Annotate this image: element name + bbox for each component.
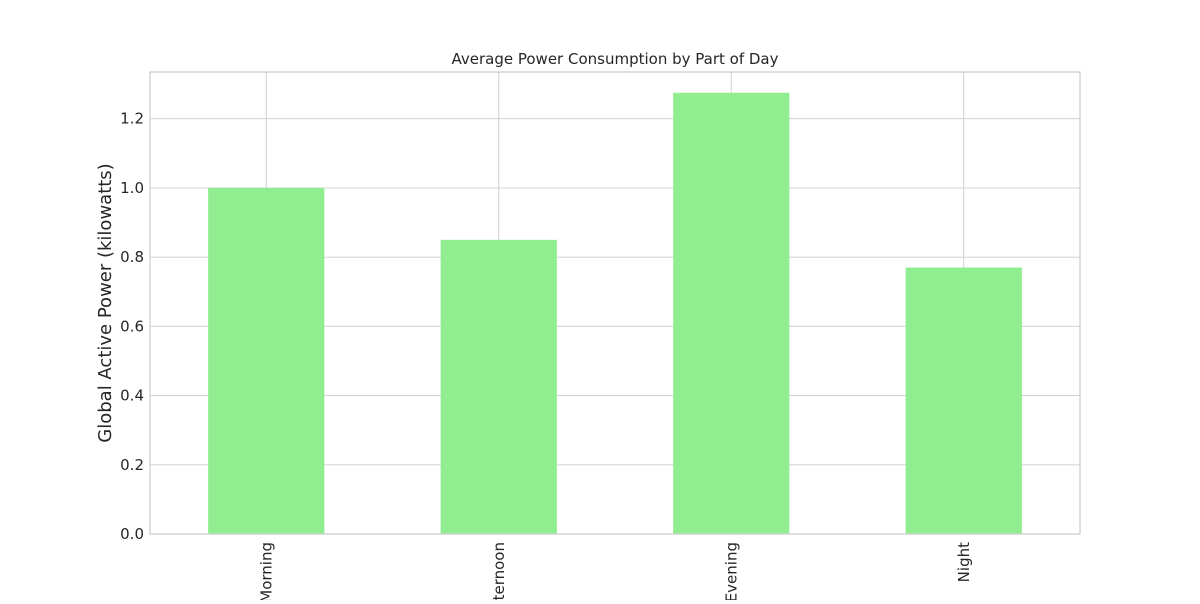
bar: [905, 267, 1022, 534]
bar: [208, 187, 325, 534]
y-tick-labels: 0.0 0.2 0.4 0.6 0.8 1.0 1.2: [120, 110, 144, 543]
bar: [440, 239, 557, 534]
bars: [208, 92, 1022, 535]
y-tick-label: 0.2: [120, 456, 144, 474]
y-tick-label: 0.8: [120, 248, 144, 266]
y-tick-label: 1.2: [120, 110, 144, 128]
x-tick-label: Night: [955, 542, 973, 582]
y-tick-label: 1.0: [120, 179, 144, 197]
x-tick-label: fternoon: [490, 542, 508, 600]
bar: [673, 92, 790, 535]
y-axis-label: Global Active Power (kilowatts): [95, 163, 116, 442]
y-tick-label: 0.0: [120, 525, 144, 543]
y-tick-label: 0.6: [120, 317, 144, 335]
plot-frame: [149, 71, 1081, 535]
y-tick-label: 0.4: [120, 387, 144, 405]
x-tick-label: Evening: [722, 542, 740, 600]
chart-title: Average Power Consumption by Part of Day: [452, 50, 779, 68]
x-tick-labels: Morning fternoon Evening Night: [257, 542, 973, 604]
x-tick-label: Morning: [257, 542, 275, 600]
